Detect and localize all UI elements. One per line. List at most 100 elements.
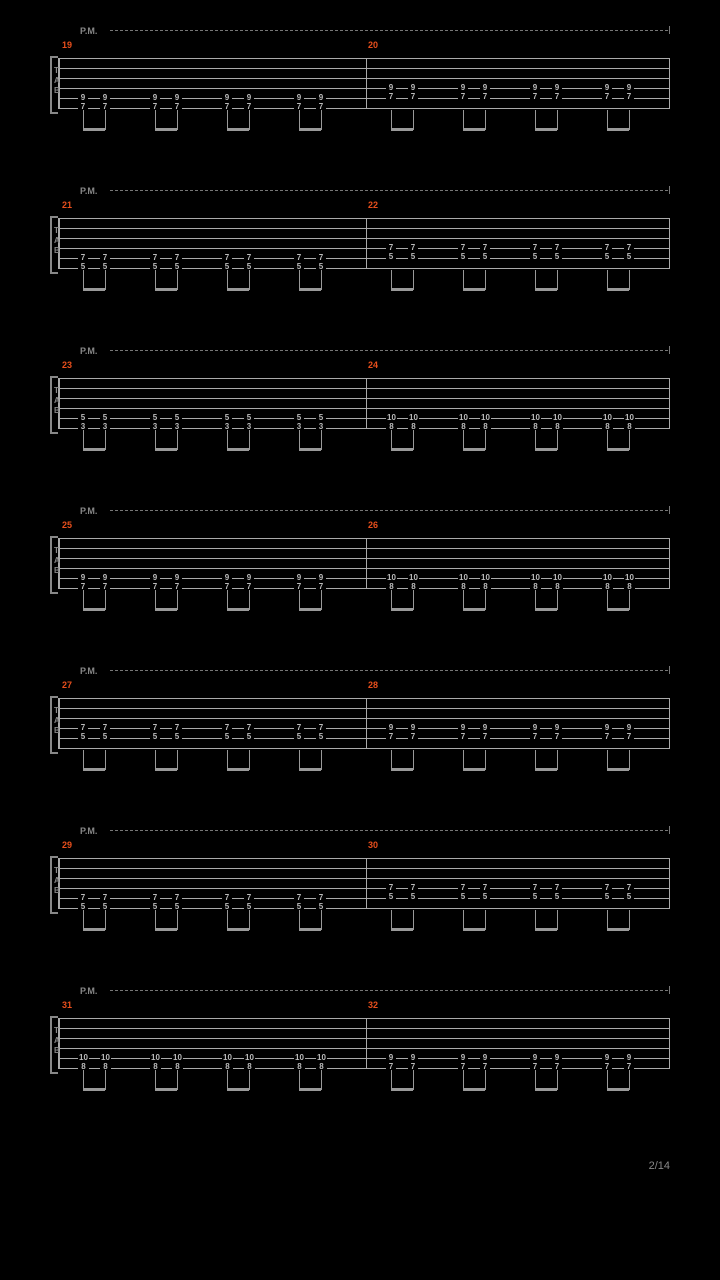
chord: 97 xyxy=(480,1053,490,1071)
stem xyxy=(83,590,84,610)
chord: 108 xyxy=(150,1053,161,1071)
fret-number: 5 xyxy=(458,252,468,261)
stem xyxy=(321,910,322,930)
fret-number: 10 xyxy=(624,573,635,582)
fret-number: 7 xyxy=(480,732,490,741)
tab-system: P.M.2526TAB97979797979797971081081081081… xyxy=(50,520,670,638)
fret-number: 5 xyxy=(150,413,160,422)
chord: 75 xyxy=(294,253,304,271)
chord: 53 xyxy=(150,413,160,431)
chord: 97 xyxy=(552,723,562,741)
fret-number: 7 xyxy=(316,893,326,902)
beams-layer xyxy=(58,1078,670,1098)
fret-number: 7 xyxy=(100,723,110,732)
stem xyxy=(321,110,322,130)
stem xyxy=(299,270,300,290)
fret-number: 5 xyxy=(222,413,232,422)
stem xyxy=(607,110,608,130)
beam xyxy=(607,288,629,291)
chord: 97 xyxy=(480,723,490,741)
chord: 108 xyxy=(480,413,491,431)
beam xyxy=(83,128,105,131)
chord: 75 xyxy=(172,253,182,271)
fret-number: 10 xyxy=(480,413,491,422)
staff-line xyxy=(58,748,670,749)
chord: 97 xyxy=(100,93,110,111)
stem xyxy=(299,590,300,610)
beam xyxy=(155,928,177,931)
stem xyxy=(557,430,558,450)
chord: 108 xyxy=(530,573,541,591)
fret-number: 5 xyxy=(624,892,634,901)
chord: 97 xyxy=(408,1053,418,1071)
chord: 75 xyxy=(222,893,232,911)
stem xyxy=(413,1070,414,1090)
stem xyxy=(535,750,536,770)
chord: 97 xyxy=(408,83,418,101)
fret-number: 5 xyxy=(386,252,396,261)
fret-number: 5 xyxy=(244,413,254,422)
fret-number: 9 xyxy=(386,723,396,732)
fret-number: 5 xyxy=(602,252,612,261)
chord: 75 xyxy=(316,253,326,271)
fret-number: 9 xyxy=(294,93,304,102)
fret-number: 5 xyxy=(78,413,88,422)
stem xyxy=(413,590,414,610)
chord: 53 xyxy=(316,413,326,431)
stem xyxy=(83,750,84,770)
beam xyxy=(607,448,629,451)
chord: 75 xyxy=(150,253,160,271)
stem xyxy=(155,430,156,450)
beam xyxy=(299,768,321,771)
bar-number: 31 xyxy=(62,1000,72,1010)
palm-mute-label: P.M. xyxy=(80,826,97,836)
stem xyxy=(463,430,464,450)
stem xyxy=(249,750,250,770)
fret-number: 10 xyxy=(602,413,613,422)
fret-number: 7 xyxy=(294,253,304,262)
fret-number: 7 xyxy=(386,732,396,741)
stem xyxy=(607,750,608,770)
stem xyxy=(299,750,300,770)
stem xyxy=(607,910,608,930)
fret-number: 5 xyxy=(316,732,326,741)
fret-number: 5 xyxy=(294,413,304,422)
stem xyxy=(249,910,250,930)
fret-number: 9 xyxy=(316,93,326,102)
beam xyxy=(155,128,177,131)
beam xyxy=(535,288,557,291)
palm-mute-end xyxy=(667,666,670,674)
bar-number: 22 xyxy=(368,200,378,210)
stem xyxy=(485,430,486,450)
fret-number: 7 xyxy=(530,732,540,741)
chord: 97 xyxy=(294,573,304,591)
stem xyxy=(629,1070,630,1090)
chord: 75 xyxy=(408,883,418,901)
beam xyxy=(83,288,105,291)
notes-layer: 97979797979797979797979797979797 xyxy=(58,58,670,108)
palm-mute-end xyxy=(667,506,670,514)
beam xyxy=(299,448,321,451)
palm-mute-line xyxy=(110,990,668,991)
beam xyxy=(227,608,249,611)
stem xyxy=(557,750,558,770)
notes-layer: 1081081081081081081081089797979797979797 xyxy=(58,1018,670,1068)
fret-number: 7 xyxy=(150,253,160,262)
palm-mute-line xyxy=(110,510,668,511)
beam xyxy=(607,1088,629,1091)
fret-number: 9 xyxy=(480,723,490,732)
chord: 97 xyxy=(458,83,468,101)
beam xyxy=(83,928,105,931)
chord: 75 xyxy=(624,883,634,901)
tab-system: P.M.3132TAB10810810810810810810810897979… xyxy=(50,1000,670,1118)
chord: 108 xyxy=(244,1053,255,1071)
stem xyxy=(629,430,630,450)
fret-number: 9 xyxy=(386,1053,396,1062)
beam xyxy=(535,768,557,771)
fret-number: 9 xyxy=(530,723,540,732)
fret-number: 9 xyxy=(172,573,182,582)
fret-number: 7 xyxy=(222,723,232,732)
fret-number: 7 xyxy=(624,243,634,252)
stem xyxy=(535,430,536,450)
fret-number: 7 xyxy=(552,243,562,252)
